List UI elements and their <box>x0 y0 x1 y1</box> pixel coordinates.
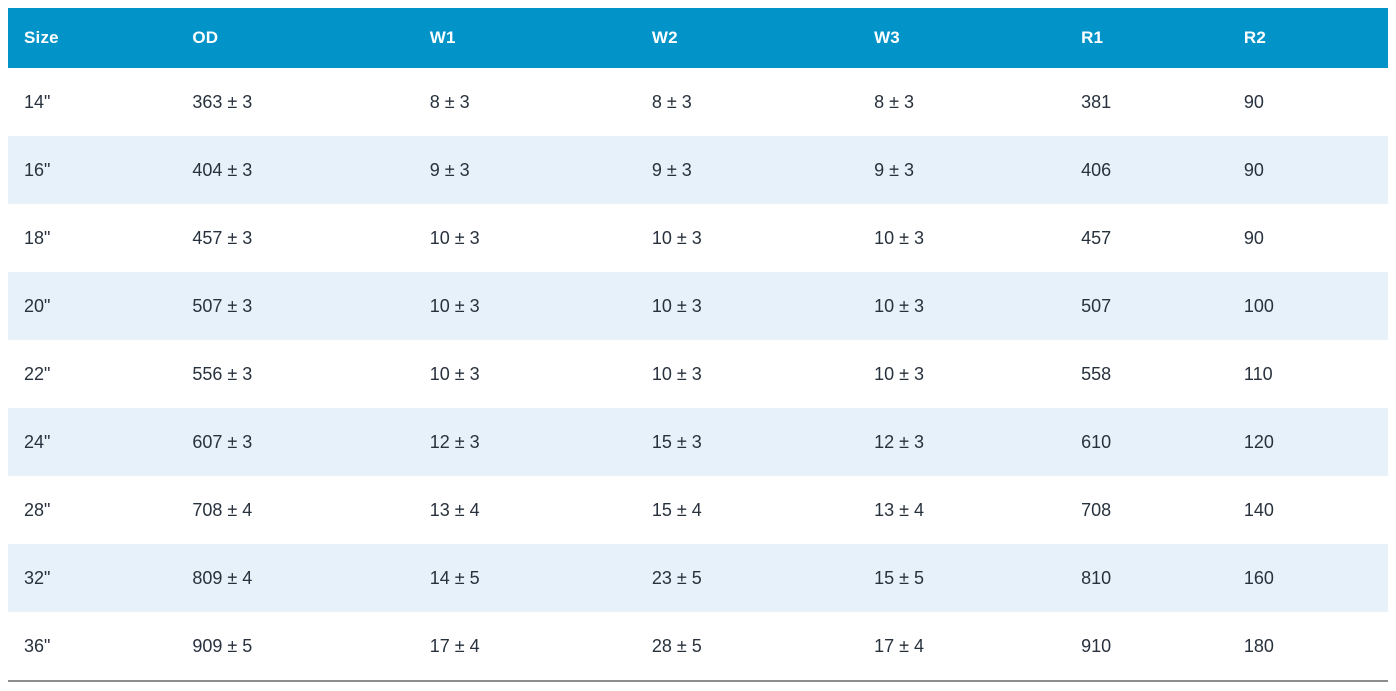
cell-r1: 610 <box>1081 431 1112 452</box>
cell-w2: 15 ± 4 <box>651 499 702 520</box>
cell-size: 16" <box>24 159 51 180</box>
cell-od: 507 ± 3 <box>192 295 253 316</box>
cell-od: 809 ± 4 <box>192 567 253 588</box>
cell-size: 18" <box>24 227 51 248</box>
cell-size: 22" <box>24 363 51 384</box>
cell-r1: 810 <box>1081 567 1112 588</box>
table-row: 20" 507 ± 3 10 ± 3 10 ± 3 10 ± 3 507 100 <box>8 272 1388 340</box>
cell-w3: 10 ± 3 <box>874 295 924 316</box>
spec-table-container: Size OD W1 W2 W3 R1 R2 14" 363 ± 3 8 ± 3… <box>8 8 1388 682</box>
cell-size: 36" <box>24 635 51 656</box>
cell-r1: 507 <box>1081 295 1112 316</box>
column-header-size: Size <box>8 8 177 68</box>
cell-od: 607 ± 3 <box>192 431 253 452</box>
cell-w3: 15 ± 5 <box>874 567 924 588</box>
cell-r2: 140 <box>1243 499 1274 520</box>
cell-r1: 558 <box>1081 363 1112 384</box>
cell-w1: 10 ± 3 <box>429 227 480 248</box>
cell-r1: 708 <box>1081 499 1112 520</box>
cell-r2: 90 <box>1243 227 1264 248</box>
cell-w1: 9 ± 3 <box>429 159 470 180</box>
cell-r2: 180 <box>1243 635 1274 656</box>
table-row: 16" 404 ± 3 9 ± 3 9 ± 3 9 ± 3 406 90 <box>8 136 1388 204</box>
cell-w3: 13 ± 4 <box>874 499 924 520</box>
cell-od: 909 ± 5 <box>192 635 253 656</box>
cell-od: 708 ± 4 <box>192 499 253 520</box>
cell-od: 457 ± 3 <box>192 227 253 248</box>
cell-w2: 23 ± 5 <box>651 567 702 588</box>
cell-w2: 9 ± 3 <box>651 159 692 180</box>
header-row: Size OD W1 W2 W3 R1 R2 <box>8 8 1388 68</box>
cell-size: 32" <box>24 567 51 588</box>
cell-r2: 100 <box>1243 295 1274 316</box>
column-header-w2: W2 <box>635 8 859 68</box>
cell-w2: 8 ± 3 <box>651 91 692 112</box>
cell-w2: 15 ± 3 <box>651 431 702 452</box>
cell-w2: 10 ± 3 <box>651 227 702 248</box>
column-header-w3: W3 <box>858 8 1066 68</box>
cell-w3: 10 ± 3 <box>874 227 924 248</box>
spec-table: Size OD W1 W2 W3 R1 R2 14" 363 ± 3 8 ± 3… <box>8 8 1388 682</box>
table-row: 36" 909 ± 5 17 ± 4 28 ± 5 17 ± 4 910 180 <box>8 612 1388 681</box>
cell-r2: 90 <box>1243 159 1264 180</box>
cell-r2: 160 <box>1243 567 1274 588</box>
cell-r2: 110 <box>1243 363 1273 384</box>
cell-w2: 10 ± 3 <box>651 363 702 384</box>
cell-r1: 406 <box>1081 159 1112 180</box>
cell-r1: 381 <box>1081 91 1112 112</box>
cell-size: 28" <box>24 499 51 520</box>
column-header-r1: R1 <box>1065 8 1228 68</box>
cell-w1: 13 ± 4 <box>429 499 480 520</box>
table-row: 18" 457 ± 3 10 ± 3 10 ± 3 10 ± 3 457 90 <box>8 204 1388 272</box>
cell-w1: 8 ± 3 <box>429 91 470 112</box>
table-body: 14" 363 ± 3 8 ± 3 8 ± 3 8 ± 3 381 90 16"… <box>8 68 1388 681</box>
cell-od: 404 ± 3 <box>192 159 253 180</box>
cell-w1: 14 ± 5 <box>429 567 480 588</box>
table-row: 24" 607 ± 3 12 ± 3 15 ± 3 12 ± 3 610 120 <box>8 408 1388 476</box>
cell-w3: 12 ± 3 <box>874 431 924 452</box>
cell-w1: 12 ± 3 <box>429 431 480 452</box>
cell-size: 14" <box>24 91 51 112</box>
column-header-od: OD <box>176 8 414 68</box>
cell-r2: 120 <box>1243 431 1274 452</box>
cell-w2: 10 ± 3 <box>651 295 702 316</box>
table-row: 22" 556 ± 3 10 ± 3 10 ± 3 10 ± 3 558 110 <box>8 340 1388 408</box>
cell-w3: 17 ± 4 <box>874 635 924 656</box>
cell-w1: 10 ± 3 <box>429 363 480 384</box>
table-row: 32" 809 ± 4 14 ± 5 23 ± 5 15 ± 5 810 160 <box>8 544 1388 612</box>
cell-w3: 9 ± 3 <box>874 159 914 180</box>
cell-w1: 17 ± 4 <box>429 635 480 656</box>
cell-r1: 457 <box>1081 227 1112 248</box>
column-header-r2: R2 <box>1227 8 1388 68</box>
cell-size: 24" <box>24 431 51 452</box>
cell-w3: 10 ± 3 <box>874 363 924 384</box>
cell-w3: 8 ± 3 <box>874 91 914 112</box>
column-header-w1: W1 <box>413 8 636 68</box>
cell-size: 20" <box>24 295 51 316</box>
table-row: 14" 363 ± 3 8 ± 3 8 ± 3 8 ± 3 381 90 <box>8 68 1388 136</box>
cell-w1: 10 ± 3 <box>429 295 480 316</box>
table-row: 28" 708 ± 4 13 ± 4 15 ± 4 13 ± 4 708 140 <box>8 476 1388 544</box>
cell-w2: 28 ± 5 <box>651 635 702 656</box>
cell-od: 363 ± 3 <box>192 91 253 112</box>
cell-r2: 90 <box>1243 91 1264 112</box>
cell-r1: 910 <box>1081 635 1112 656</box>
cell-od: 556 ± 3 <box>192 363 253 384</box>
